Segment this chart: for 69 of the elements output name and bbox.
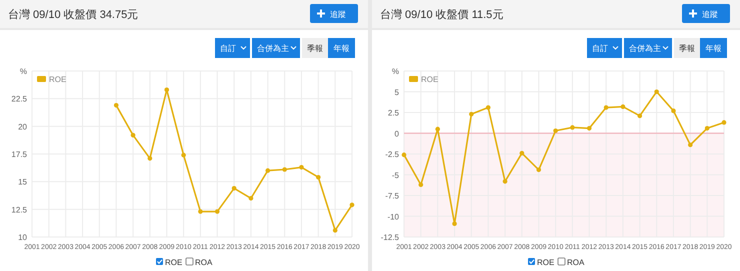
dropdown-button: 自訂 [215,38,250,58]
point [248,196,254,201]
text: ROE [537,258,554,267]
dropdown-button: 季報 [674,38,700,58]
y-tick-label: -7.5 [385,192,400,200]
point [214,209,220,214]
point [604,105,608,110]
point [130,132,136,138]
text: ROE [165,258,182,267]
point [520,150,524,156]
point [553,128,558,134]
point [265,168,270,173]
point [502,179,508,184]
legend-label: ROE [421,75,438,84]
point [148,156,152,161]
point [452,221,457,226]
legend-label: ROE [49,75,66,84]
dropdown-button: 合併為主 [252,38,300,58]
point [418,182,424,188]
point [620,104,626,109]
point [350,202,354,208]
point [181,152,186,158]
point [469,112,474,116]
dropdown-button: 合併為主 [624,38,672,58]
y-tick-label: 10 [18,233,28,242]
point [402,152,406,158]
point [722,120,726,125]
point [704,126,710,131]
point [114,103,119,108]
point [232,186,236,191]
text: ROA [567,258,585,267]
point [570,125,575,130]
dropdown-button: 季報 [302,38,328,58]
chart-title: 台灣 09/10 收盤價 11.5元 [380,8,504,21]
point [688,142,693,148]
follow-button: 追蹤 [682,4,730,23]
y-tick-label: 22.5 [11,94,28,104]
point [282,167,287,172]
y-tick-label: 17.5 [11,150,28,159]
y-tick-label: 0 [394,129,400,138]
y-tick-label: -5 [392,170,400,180]
y-tick-label: 2.5 [388,108,400,118]
point [164,88,170,92]
y-tick-label: 15 [18,178,28,187]
dropdown-button: 自訂 [587,38,622,58]
y-tick-label: 20 [18,122,28,132]
follow-button: 追蹤 [310,4,358,23]
point [299,164,304,170]
y-tick-label: 5 [394,88,400,97]
text: ROA [195,258,213,267]
point [486,105,491,110]
point [586,126,592,131]
point [332,228,338,233]
y-tick-label: % [20,67,27,76]
point [435,126,440,132]
point [637,114,642,118]
point [671,108,676,114]
point [536,167,542,172]
chart-title: 台灣 09/10 收盤價 34.75元 [8,8,138,21]
y-tick-label: -10 [387,212,400,222]
dropdown-button: 年報 [700,38,727,58]
y-tick-label: 12.5 [11,205,28,214]
point [654,89,659,94]
dropdown-button: 年報 [328,38,355,58]
y-tick-label: -12.5 [380,233,400,242]
y-tick-label: -2.5 [385,150,400,159]
y-tick-label: % [392,67,399,76]
point [198,209,203,214]
point [316,174,321,180]
